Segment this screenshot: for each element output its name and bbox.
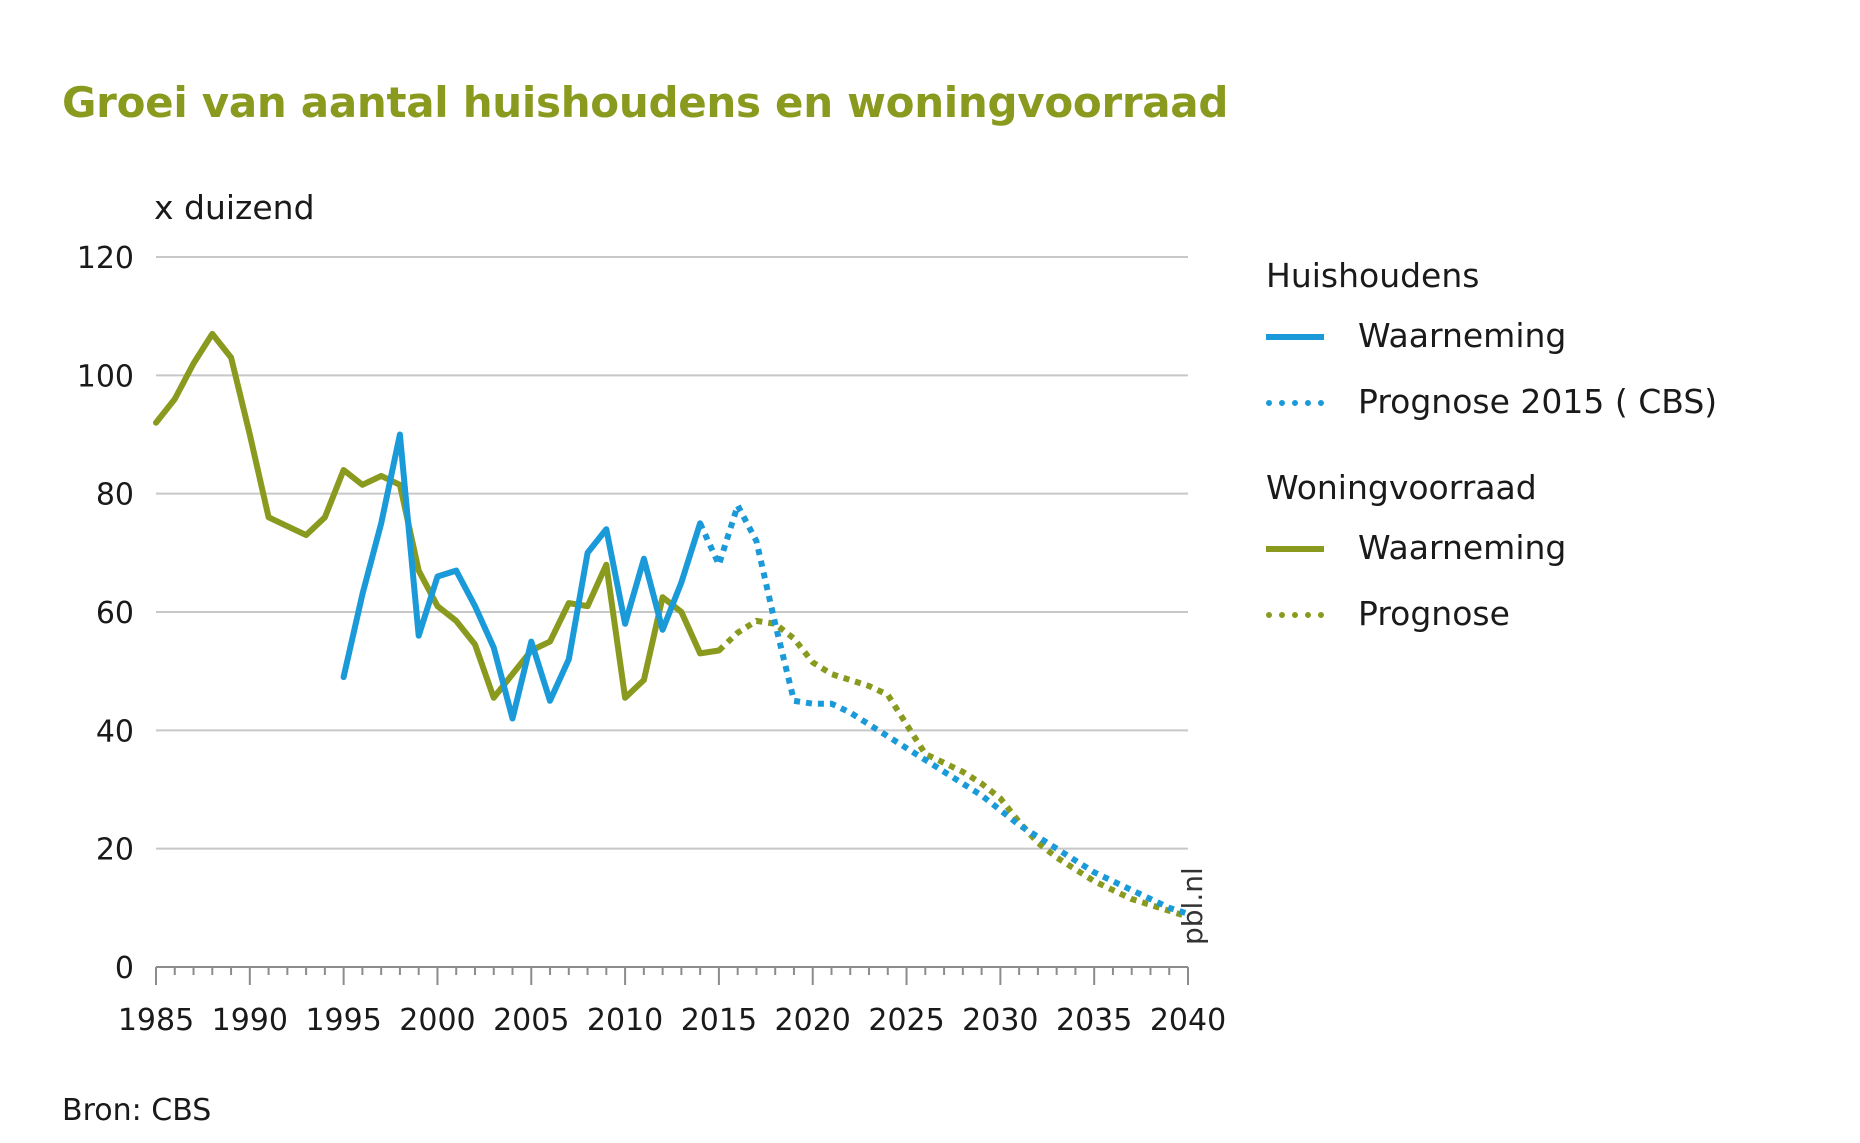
grid-lines xyxy=(156,256,1188,850)
y-tick-label: 80 xyxy=(96,478,134,513)
x-tick-label: 2035 xyxy=(1056,1003,1132,1038)
legend-label: Prognose xyxy=(1358,594,1510,633)
series-lines xyxy=(153,330,1189,920)
y-axis-label: x duizend xyxy=(154,188,315,227)
x-tick-label: 1990 xyxy=(212,1003,288,1038)
y-tick-label: 20 xyxy=(96,833,134,868)
legend: Huishoudens Waarneming Prognose 2015 ( C… xyxy=(1266,256,1826,662)
y-tick-label: 0 xyxy=(115,951,134,986)
legend-swatch-dotted-blue xyxy=(1266,400,1324,406)
legend-swatch-dotted-green xyxy=(1266,612,1324,618)
y-tick-label: 120 xyxy=(77,241,134,276)
legend-item-huishoudens-prognose: Prognose 2015 ( CBS) xyxy=(1266,382,1826,450)
x-tick-label: 2030 xyxy=(962,1003,1038,1038)
series-line-huishoudens-waarneming xyxy=(340,431,704,722)
legend-item-woningvoorraad-prognose: Prognose xyxy=(1266,594,1826,662)
x-tick-label: 2020 xyxy=(775,1003,851,1038)
x-tick-label: 2005 xyxy=(493,1003,569,1038)
watermark-text: pbl.nl xyxy=(1176,867,1209,945)
x-tick-label: 1985 xyxy=(118,1003,194,1038)
legend-swatch-solid-blue xyxy=(1266,334,1324,340)
y-tick-label: 40 xyxy=(96,714,134,749)
x-tick-label: 2040 xyxy=(1150,1003,1226,1038)
legend-group-huishoudens: Huishoudens Waarneming Prognose 2015 ( C… xyxy=(1266,256,1826,450)
chart-title: Groei van aantal huishoudens en woningvo… xyxy=(62,78,1229,127)
legend-group-title: Huishoudens xyxy=(1266,256,1480,295)
legend-item-huishoudens-waarneming: Waarneming xyxy=(1266,316,1826,384)
series-line-huishoudens-prognose-2015-cbs- xyxy=(697,502,1189,917)
y-tick-label: 100 xyxy=(77,359,134,394)
legend-label: Waarneming xyxy=(1358,316,1567,355)
x-tick-label: 1995 xyxy=(305,1003,381,1038)
x-tick-label: 2025 xyxy=(868,1003,944,1038)
x-tick-label: 2015 xyxy=(681,1003,757,1038)
legend-label: Prognose 2015 ( CBS) xyxy=(1358,382,1718,421)
legend-label: Waarneming xyxy=(1358,528,1567,567)
legend-item-woningvoorraad-waarneming: Waarneming xyxy=(1266,528,1826,596)
legend-swatch-solid-green xyxy=(1266,546,1324,552)
x-tick-label: 2010 xyxy=(587,1003,663,1038)
series-line-woningvoorraad-waarneming xyxy=(153,330,722,701)
legend-group-woningvoorraad: Woningvoorraad Waarneming Prognose xyxy=(1266,468,1826,662)
legend-group-title: Woningvoorraad xyxy=(1266,468,1537,507)
y-tick-label: 60 xyxy=(96,596,134,631)
series-line-woningvoorraad-prognose xyxy=(716,617,1189,920)
source-note: Bron: CBS xyxy=(62,1093,212,1128)
x-tick-label: 2000 xyxy=(399,1003,475,1038)
